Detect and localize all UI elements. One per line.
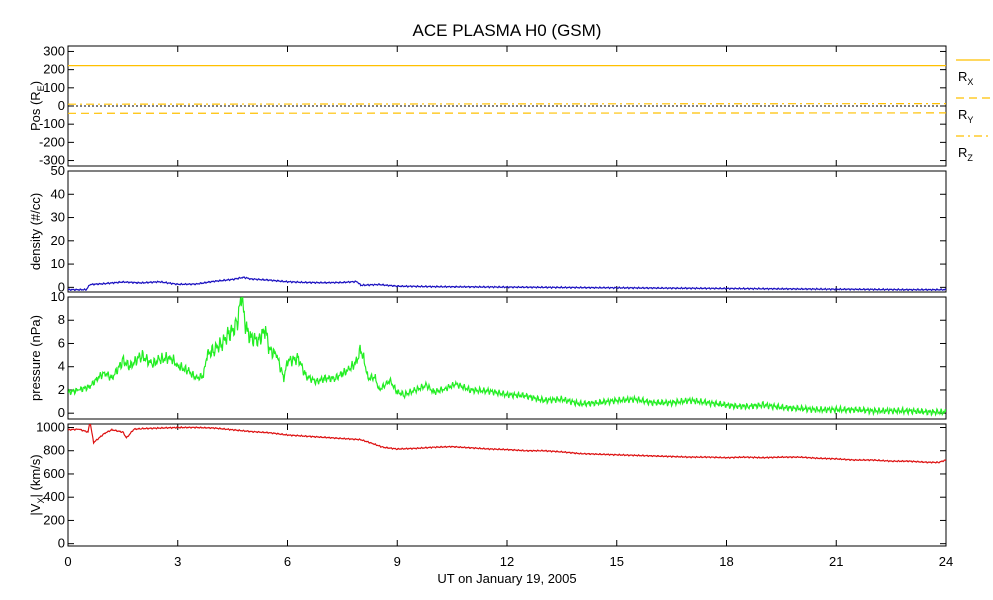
panel-frame [67,423,947,547]
series-group [68,64,946,114]
y-axis-title-part: | (km/s) [28,454,43,497]
x-tick-label: 24 [939,554,953,569]
x-tick-label: 9 [394,554,401,569]
series-group [68,276,946,292]
y-tick-label: 200 [43,62,65,77]
y-tick-label: 10 [51,256,65,271]
y-tick-label: 30 [51,210,65,225]
series-line--vx- [68,424,946,464]
legend-label-subscript: Y [967,115,973,125]
legend-label: RX [958,69,973,87]
y-axis-title-part: Pos (R [28,91,43,131]
legend-label: RZ [958,145,973,163]
y-tick-label: 10 [51,289,65,304]
x-tick-label: 12 [500,554,514,569]
y-tick-label: -300 [39,153,65,168]
y-tick-label: 1000 [36,419,65,434]
x-tick-label: 15 [610,554,624,569]
y-tick-label: 4 [58,359,65,374]
y-tick-label: 0 [58,405,65,420]
y-tick-label: 20 [51,233,65,248]
panel-vx: 1000 800 600 400 200 0 |VX| (km/s) [28,419,947,551]
series-line-density [68,276,946,292]
y-tick-label: 6 [58,335,65,350]
y-axis-title-density: density (#/cc) [28,193,43,270]
y-tick-label: 2 [58,382,65,397]
x-tick-label: 0 [64,554,71,569]
y-tick-label: 8 [58,312,65,327]
y-axis-title-vx: |VX| (km/s) [28,454,46,515]
legend-label: RY [958,107,973,125]
y-axis-title-subscript: X [36,498,46,504]
y-tick-label: 400 [43,489,65,504]
legend-label-main: R [958,107,967,122]
x-tick-label: 6 [284,554,291,569]
y-axis-title-pos: Pos (RE) [28,81,46,131]
x-tick-label: 3 [174,554,181,569]
y-tick-label: 300 [43,43,65,58]
series-group [68,297,946,417]
x-tick-label: 18 [719,554,733,569]
y-tick-label: 100 [43,80,65,95]
y-axis-title-part: |V [28,503,43,515]
y-tick-label: 600 [43,466,65,481]
y-tick-label: 40 [51,186,65,201]
x-tick-label: 21 [829,554,843,569]
y-tick-label: 0 [58,536,65,551]
legend-label-main: R [958,69,967,84]
y-axis-title-subscript: E [36,85,46,91]
y-tick-label: -100 [39,116,65,131]
y-tick-label: -200 [39,134,65,149]
y-tick-label: 800 [43,443,65,458]
y-tick-label: 200 [43,512,65,527]
y-axis-title-pressure: pressure (nPa) [28,315,43,401]
y-tick-label: 50 [51,163,65,178]
panel-frame [67,45,947,167]
panel-frame [67,170,947,293]
panel-density: 50 40 30 20 10 0 density (#/cc) [28,163,947,294]
series-line-pressure [68,297,946,417]
series-line-r-z [68,102,946,105]
series-group [68,424,946,464]
chart-title: ACE PLASMA H0 (GSM) [413,21,602,40]
panel-pressure: 10 8 6 4 2 0 pressure (nPa) [28,289,947,420]
legend-label-main: R [958,145,967,160]
y-axis-title-part: ) [28,81,43,85]
y-tick-label: 0 [58,98,65,113]
legend-label-subscript: X [967,77,973,87]
legend-label-subscript: Z [967,153,973,163]
x-axis-title: UT on January 19, 2005 [437,571,576,586]
panel-frame [67,296,947,420]
y-tick-label: 0 [58,279,65,294]
